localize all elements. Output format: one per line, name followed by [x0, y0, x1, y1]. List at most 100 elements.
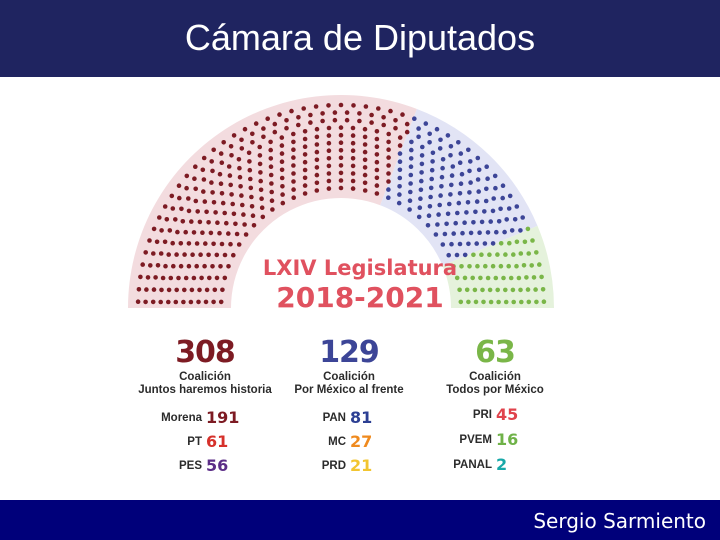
seat-dot-juntos [308, 120, 313, 125]
seat-dot-juntos [277, 112, 282, 117]
seat-dot-frente [397, 159, 403, 164]
seat-dot-juntos [136, 287, 142, 292]
seat-dot-juntos [194, 241, 200, 246]
seat-dot-juntos [211, 147, 216, 153]
seat-dot-todos [533, 287, 538, 292]
seat-dot-juntos [150, 299, 156, 305]
seat-dot-frente [500, 183, 506, 188]
seat-dot-todos [464, 287, 470, 293]
seat-dot-todos [534, 299, 539, 305]
seat-dot-juntos [178, 263, 184, 269]
seat-dot-frente [484, 164, 490, 169]
seat-dot-juntos [135, 299, 141, 305]
seat-dot-todos [490, 263, 496, 269]
seat-dot-juntos [211, 200, 217, 205]
seat-dot-frente [429, 167, 435, 173]
seat-dot-juntos [191, 230, 197, 235]
seat-dot-frente [408, 189, 413, 195]
seat-dot-frente [490, 241, 496, 246]
seat-dot-todos [511, 299, 516, 305]
seat-dot-juntos [326, 156, 332, 161]
seat-dot-juntos [314, 157, 320, 163]
seat-dot-todos [525, 226, 531, 232]
seat-dot-juntos [338, 155, 344, 161]
seat-dot-todos [462, 275, 468, 281]
seat-dot-frente [439, 184, 444, 189]
seat-dot-juntos [268, 156, 274, 161]
seat-dot-juntos [259, 196, 264, 201]
seat-dot-juntos [386, 155, 391, 160]
seat-dot-todos [457, 287, 462, 293]
seat-dot-juntos [178, 241, 184, 246]
seat-dot-frente [509, 228, 515, 233]
seat-dot-frente [440, 165, 445, 171]
slide-title: Cámara de Diputados [184, 16, 536, 58]
seat-dot-todos [519, 299, 524, 305]
seat-dot-juntos [218, 264, 223, 269]
seat-dot-frente [416, 126, 421, 131]
seat-dot-juntos [269, 189, 275, 195]
seat-dot-frente [491, 196, 497, 201]
seat-dot-frente [462, 252, 468, 258]
seat-dot-juntos [374, 191, 380, 196]
seat-dot-juntos [237, 165, 242, 171]
seat-dot-frente [476, 189, 482, 194]
seat-dot-juntos [362, 126, 368, 132]
seat-dot-juntos [189, 219, 194, 224]
seat-dot-frente [435, 222, 440, 227]
seat-dot-juntos [302, 144, 308, 149]
seat-dot-frente [506, 206, 512, 211]
seat-dot-juntos [249, 204, 255, 209]
seat-dot-juntos [326, 125, 332, 131]
seat-dot-frente [439, 174, 445, 180]
seat-dot-juntos [144, 287, 149, 292]
seat-dot-frente [419, 178, 424, 184]
seat-dot-juntos [248, 185, 254, 191]
seat-dot-juntos [208, 230, 214, 236]
party-seats: 61 [206, 432, 229, 451]
seat-dot-frente [467, 168, 472, 174]
seat-dot-juntos [279, 151, 285, 156]
seat-dot-juntos [344, 117, 350, 123]
seat-dot-frente [456, 140, 461, 145]
seat-dot-frente [458, 181, 464, 186]
seat-dot-juntos [151, 226, 157, 232]
seat-dot-juntos [338, 140, 344, 145]
seat-dot-frente [449, 241, 454, 247]
seat-dot-juntos [269, 198, 275, 203]
seat-dot-frente [455, 210, 460, 216]
seat-dot-juntos [231, 211, 237, 217]
seat-dot-juntos [222, 210, 227, 216]
seat-dot-todos [526, 251, 531, 256]
seat-dot-juntos [173, 299, 179, 305]
seat-dot-juntos [386, 163, 391, 168]
seat-dot-frente [396, 200, 402, 206]
seat-dot-juntos [210, 190, 215, 195]
seat-dot-todos [451, 264, 456, 269]
seat-dot-todos [531, 275, 537, 280]
seat-dot-todos [522, 239, 528, 245]
seat-dot-todos [516, 275, 522, 281]
seat-dot-todos [495, 252, 500, 257]
seat-dot-frente [427, 204, 433, 209]
seat-dot-todos [507, 240, 512, 246]
seat-dot-juntos [226, 164, 232, 169]
seat-dot-frente [457, 191, 463, 196]
seat-dot-juntos [201, 155, 207, 161]
seat-dot-frente [419, 153, 425, 158]
seat-dot-frente [412, 116, 417, 121]
seat-dot-juntos [269, 181, 274, 186]
seat-dot-frente [518, 228, 523, 233]
coalition-frente-total: 129 [319, 335, 380, 370]
seat-dot-juntos [338, 125, 344, 130]
seat-dot-frente [419, 161, 425, 167]
seat-dot-frente [502, 229, 507, 235]
seat-dot-todos [534, 250, 539, 255]
seat-dot-frente [445, 133, 451, 138]
seat-dot-juntos [186, 196, 191, 201]
legislature-name: LXIV Legislatura [262, 256, 458, 280]
author-name: Sergio Sarmiento [533, 509, 706, 533]
seat-dot-juntos [272, 121, 278, 127]
seat-dot-juntos [314, 126, 320, 132]
seat-dot-juntos [404, 121, 410, 127]
